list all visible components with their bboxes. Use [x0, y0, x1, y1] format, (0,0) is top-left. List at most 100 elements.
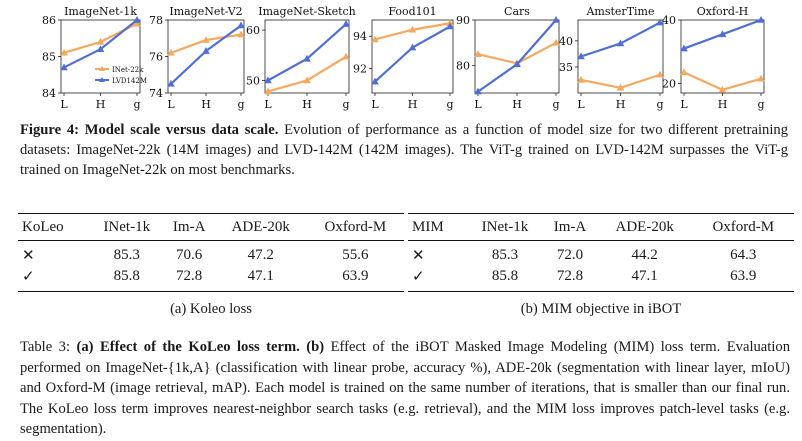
amstertime-xtick-label: L [577, 98, 585, 111]
table-cell: 72.0 [556, 247, 584, 263]
table-cell: 70.6 [176, 247, 203, 263]
oxford-h-title: Oxford-H [697, 5, 749, 18]
imagenet-sketch-title: ImageNet-Sketch [258, 5, 356, 18]
table-cell: 47.1 [247, 268, 274, 284]
imagenet-sketch-inet-22k-point [303, 76, 311, 84]
table-b-subcaption: (b) MIM objective in iBOT [520, 301, 682, 317]
amstertime-inet-22k-point [577, 75, 585, 83]
oxford-h-inet-22k-point [718, 85, 727, 93]
oxford-h-lvd142m-point [718, 30, 727, 38]
amstertime-title: AmsterTime [585, 5, 654, 18]
food101-lvd142m-point [371, 77, 379, 85]
column-header: ADE-20k [231, 218, 290, 235]
oxford-h-ytick-label: 20 [662, 77, 676, 90]
table-caption-a-label: (a) [76, 339, 94, 355]
table-cell: 85.8 [491, 268, 519, 284]
imagenet-1k-inet-22k-point [96, 37, 105, 45]
imagenet-1k-lvd142m-point [96, 45, 105, 52]
table-label: Table 3: [20, 339, 71, 355]
imagenet-sketch-ytick-label: 60 [246, 24, 260, 37]
table-cell: 85.3 [113, 247, 140, 263]
oxford-h-inet-22k-point [757, 74, 765, 82]
column-header: MIM [412, 218, 444, 235]
imagenet-v2-inet-22k-point [202, 36, 210, 43]
table-cell: 72.8 [556, 268, 584, 284]
oxford-h-xtick-label: L [680, 98, 688, 111]
table-a-subcaption: (a) Koleo loss [170, 301, 252, 317]
table-caption-b-label: (b) [306, 339, 325, 355]
imagenet-1k-lvd142m-point [60, 63, 68, 71]
food101-inet-22k-point [408, 25, 417, 33]
food101-xtick-label: L [371, 98, 379, 111]
food101-lvd142m-line [374, 25, 451, 83]
food101-ytick-label: 94 [353, 30, 367, 43]
cars-xtick-label: H [512, 98, 522, 111]
imagenet-v2-inet-22k-point [237, 30, 245, 38]
cars-lvd142m-point [513, 60, 521, 68]
legend-inet22k-label: INet-22k [112, 66, 144, 74]
food101-xtick-label: g [446, 98, 453, 111]
table-cell: 44.2 [631, 247, 658, 263]
column-header: INet-1k [481, 218, 529, 235]
imagenet-sketch-xtick-label: g [342, 98, 349, 111]
oxford-h-xtick-label: H [718, 98, 728, 111]
legend-lvd142m-label: LVD142M [112, 77, 147, 85]
imagenet-v2-xtick-label: g [237, 98, 244, 111]
food101-lvd142m-point [408, 43, 417, 51]
amstertime-lvd142m-point [616, 39, 625, 47]
table-cell: ✕ [22, 248, 35, 264]
amstertime-lvd142m-point [656, 18, 664, 26]
oxford-h-xtick-label: g [757, 98, 764, 111]
amstertime-inet-22k-point [616, 83, 625, 91]
cars-lvd142m-line [477, 19, 557, 93]
figure-title: Model scale versus data scale. [84, 122, 279, 138]
imagenet-sketch-lvd142m-point [342, 20, 350, 27]
table-header-row: KoLeo INet-1k Im-A ADE-20k Oxford-M [18, 213, 404, 241]
table-cell: 72.8 [176, 268, 203, 284]
column-header: Im-A [172, 218, 206, 235]
table-cell: 55.6 [342, 247, 369, 263]
figure-caption-text: Evolution of performance as a function o… [20, 122, 788, 178]
table-cell: 47.2 [247, 247, 274, 263]
imagenet-1k-ytick-label: 84 [42, 87, 56, 100]
imagenet-1k-inet-22k-point [133, 19, 141, 27]
column-header: KoLeo [22, 218, 64, 235]
imagenet-v2-xtick-label: L [167, 98, 175, 111]
oxford-h-lvd142m-point [757, 16, 765, 23]
imagenet-sketch-lvd142m-line [267, 23, 347, 82]
figure-label: Figure 4: [20, 122, 79, 138]
table-cell: 63.9 [730, 268, 757, 284]
table-cell: ✕ [412, 248, 425, 264]
table-cell: 85.8 [113, 268, 140, 284]
imagenet-sketch-inet-22k-point [342, 52, 350, 60]
cars-lvd142m-point [552, 16, 560, 23]
column-header: Oxford-M [712, 218, 775, 235]
imagenet-v2-lvd142m-line [170, 24, 242, 85]
amstertime-lvd142m-point [577, 52, 585, 60]
imagenet-v2-title: ImageNet-V2 [169, 5, 242, 18]
imagenet-sketch-xtick-label: L [264, 98, 272, 111]
amstertime-xtick-label: H [616, 98, 626, 111]
imagenet-v2-ytick-label: 76 [149, 51, 163, 64]
table-cell: 47.1 [631, 268, 658, 284]
imagenet-1k-ytick-label: 85 [42, 51, 56, 64]
imagenet-v2-lvd142m-point [202, 47, 210, 54]
imagenet-sketch-lvd142m-point [303, 54, 311, 62]
mim-table: MIM INet-1k Im-A ADE-20k Oxford-M ✕ 85.3… [408, 213, 794, 292]
imagenet-1k-ytick-label: 86 [42, 14, 56, 27]
column-header: INet-1k [103, 218, 151, 235]
imagenet-1k-inet-22k-point [60, 48, 68, 56]
table-cell: 63.9 [342, 268, 369, 284]
table-caption-b-text: Effect of the iBOT Masked Image Modeling… [330, 339, 721, 355]
food101-ytick-label: 92 [353, 63, 367, 76]
amstertime-inet-22k-point [656, 70, 664, 78]
oxford-h-ytick-label: 40 [662, 14, 676, 27]
imagenet-sketch-lvd142m-point [264, 76, 272, 84]
figure-caption: Figure 4: Model scale versus data scale.… [20, 120, 788, 180]
amstertime-ytick-label: 40 [559, 35, 573, 48]
oxford-h-inet-22k-point [680, 68, 688, 76]
imagenet-1k-xtick-label: L [60, 98, 68, 111]
table-row: ✓ 85.8 72.8 47.1 63.9 [408, 266, 794, 292]
oxford-h-lvd142m-point [680, 44, 688, 52]
